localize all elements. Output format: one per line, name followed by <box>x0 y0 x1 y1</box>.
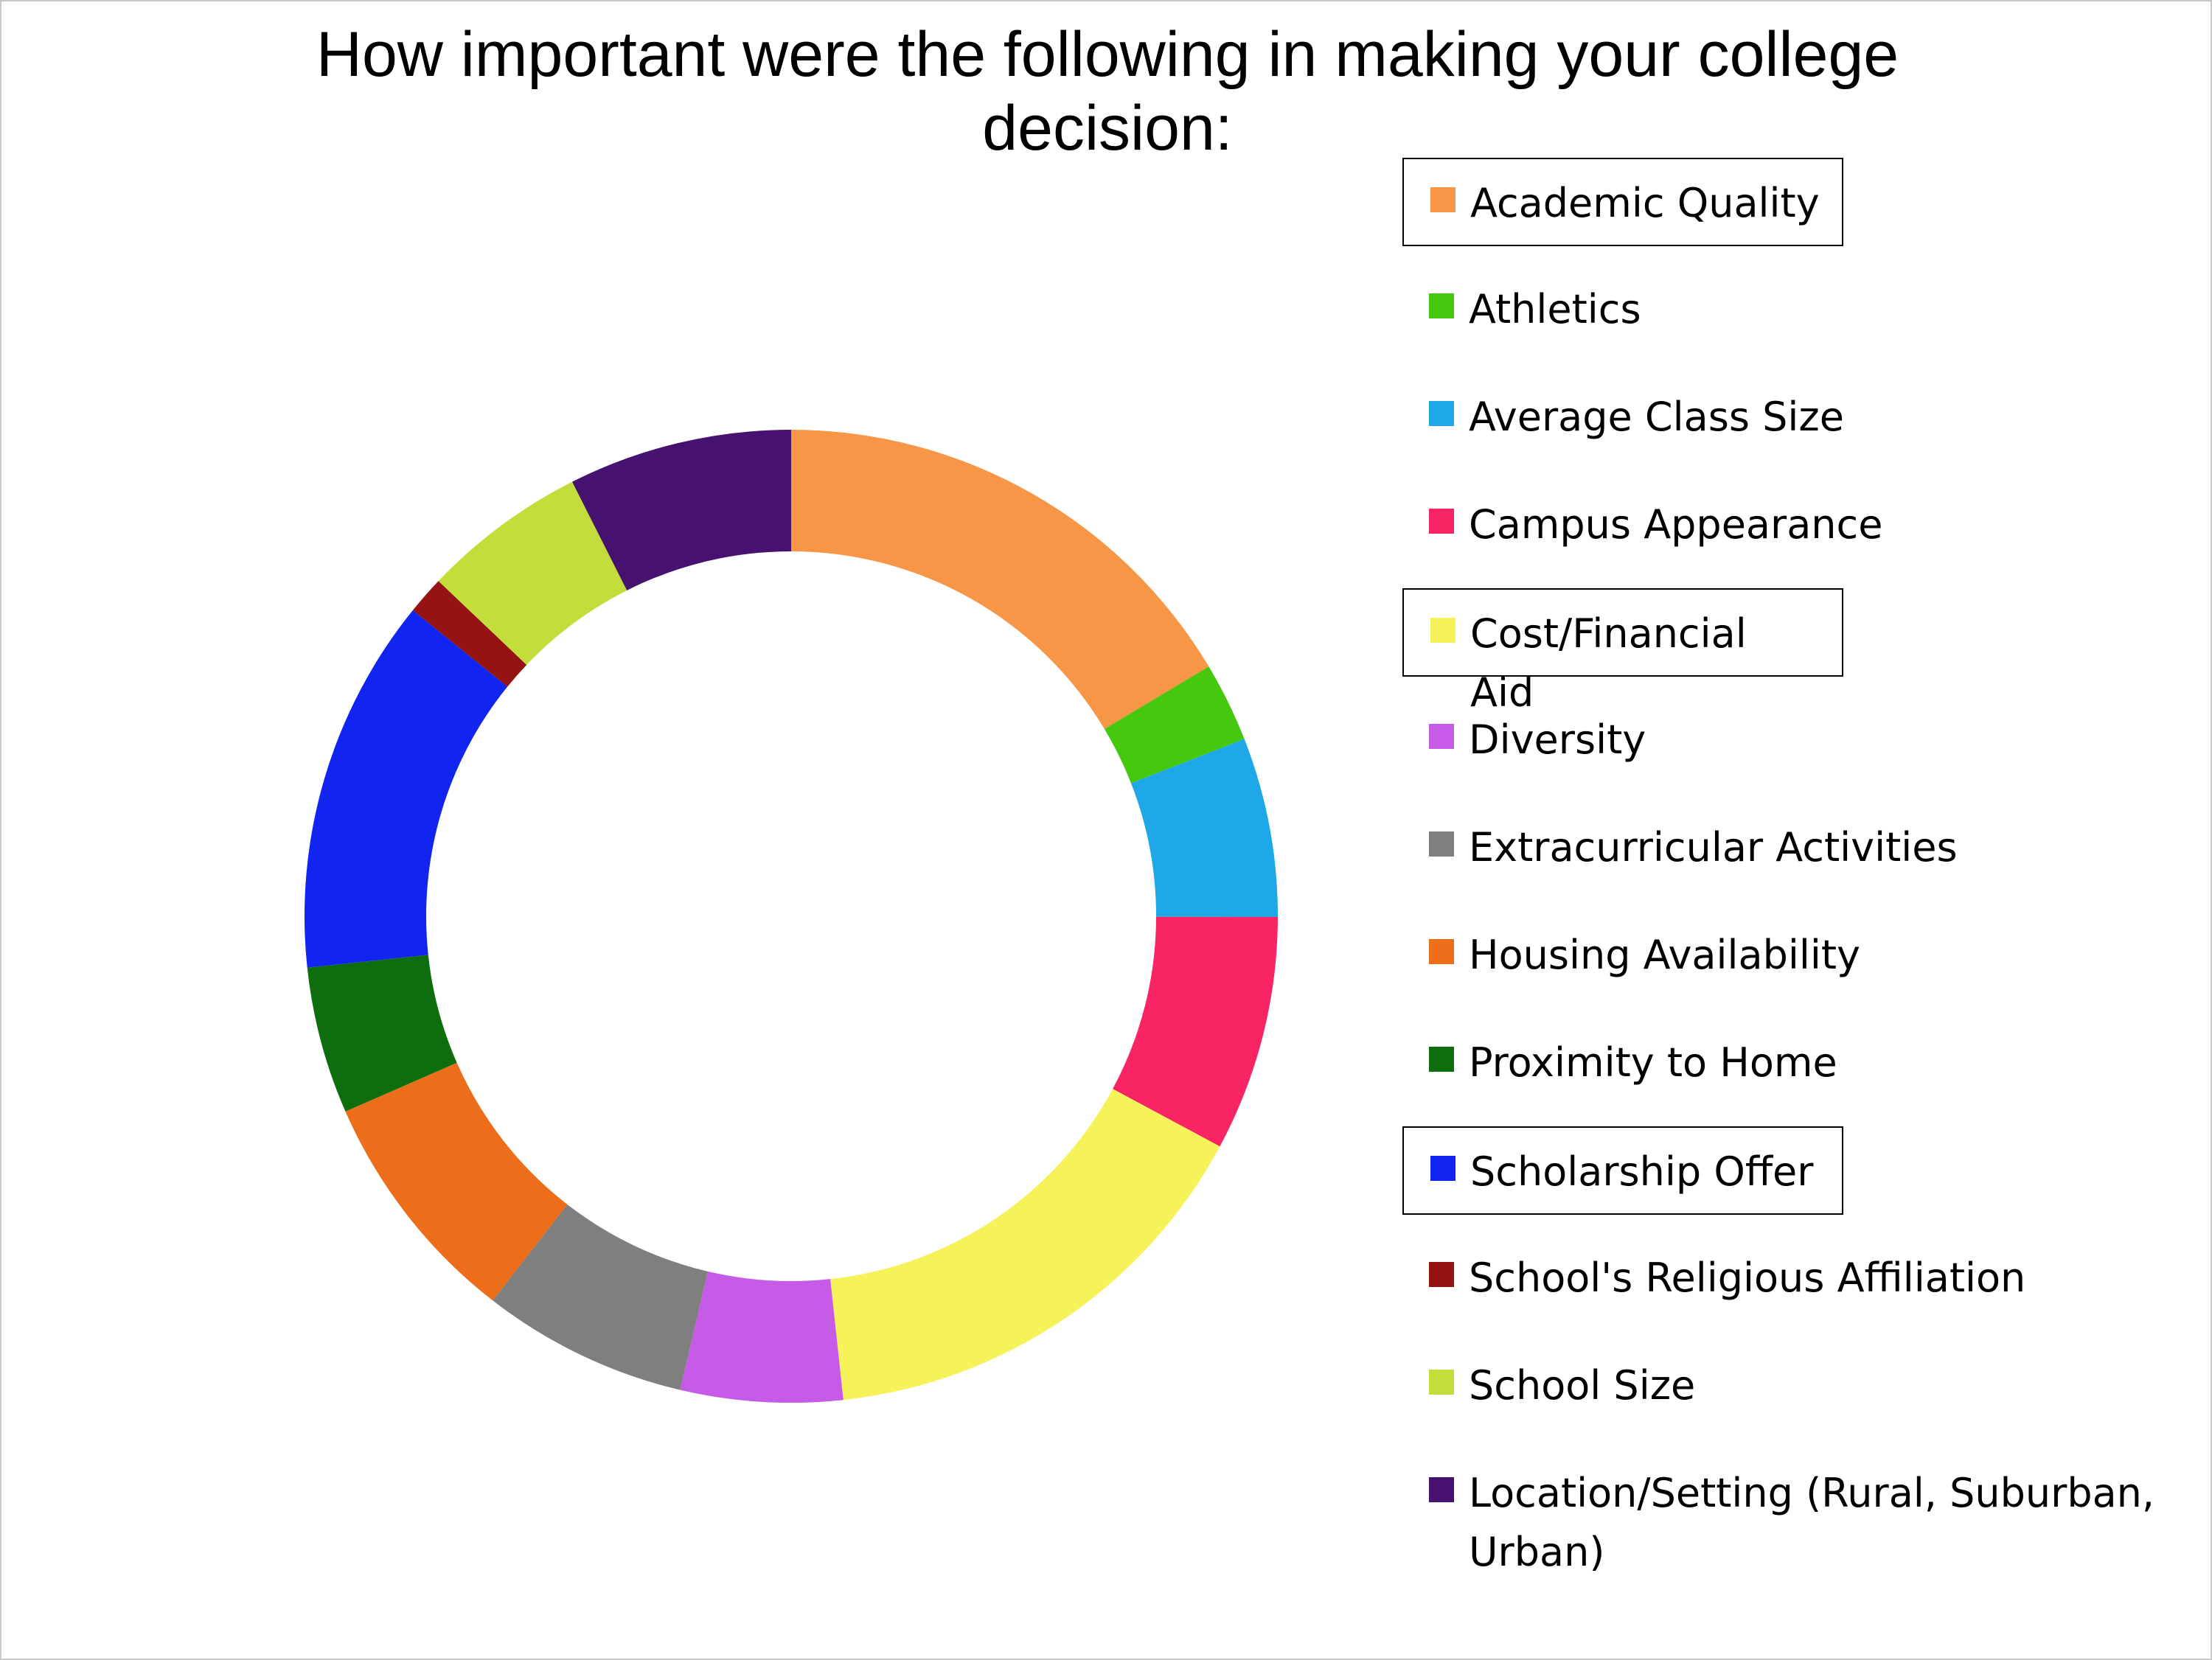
legend-swatch-academic-quality <box>1430 187 1455 212</box>
chart-title: How important were the following in maki… <box>112 18 2103 165</box>
legend-item-housing-availability: Housing Availability <box>1402 911 1882 985</box>
donut-slice-school-s-religious-affiliation <box>412 581 527 687</box>
legend-item-academic-quality: Academic Quality <box>1402 158 1843 246</box>
legend-swatch-school-size <box>1429 1370 1454 1395</box>
legend-swatch-housing-availability <box>1429 939 1454 964</box>
donut-slice-scholarship-offer <box>305 610 508 968</box>
legend-item-proximity-to-home: Proximity to Home <box>1402 1019 1860 1092</box>
legend-swatch-diversity <box>1429 724 1454 749</box>
donut-slice-average-class-size <box>1130 739 1278 918</box>
donut-slice-academic-quality <box>791 430 1209 729</box>
chart-title-line-1: How important were the following in maki… <box>316 19 1899 90</box>
donut-slice-housing-availability <box>345 1062 568 1301</box>
legend-label-average-class-size: Average Class Size <box>1469 394 1844 440</box>
legend-label-diversity: Diversity <box>1469 716 1646 763</box>
legend-swatch-proximity-to-home <box>1429 1047 1454 1072</box>
legend-label-school-size: School Size <box>1469 1362 1696 1409</box>
legend-label-proximity-to-home: Proximity to Home <box>1469 1039 1837 1086</box>
donut-slice-extracurricular-activities <box>493 1204 708 1390</box>
legend-swatch-school-s-religious-affiliation <box>1429 1262 1454 1287</box>
legend-label-cost-financial-aid: Cost/Financial Aid <box>1470 610 1747 716</box>
chart-title-line-2: decision: <box>982 93 1233 164</box>
donut-slice-campus-appearance <box>1113 916 1278 1147</box>
legend-label-location-setting-rural-suburban-urban: Location/Setting (Rural, Suburban, Urban… <box>1469 1470 2155 1575</box>
legend-swatch-average-class-size <box>1429 401 1454 426</box>
donut-slice-proximity-to-home <box>307 955 457 1112</box>
legend-item-school-s-religious-affiliation: School's Religious Affiliation <box>1402 1234 2048 1308</box>
donut-slice-diversity <box>680 1271 844 1403</box>
legend-swatch-extracurricular-activities <box>1429 831 1454 857</box>
legend-label-extracurricular-activities: Extracurricular Activities <box>1469 824 1958 871</box>
legend-label-campus-appearance: Campus Appearance <box>1469 501 1883 548</box>
legend-item-average-class-size: Average Class Size <box>1402 373 1866 447</box>
legend-label-scholarship-offer: Scholarship Offer <box>1470 1148 1814 1195</box>
legend-label-athletics: Athletics <box>1469 286 1641 332</box>
legend-swatch-campus-appearance <box>1429 509 1454 534</box>
donut-slice-athletics <box>1104 666 1245 784</box>
legend-swatch-cost-financial-aid <box>1430 618 1455 643</box>
legend-item-campus-appearance: Campus Appearance <box>1402 481 1905 554</box>
legend-item-extracurricular-activities: Extracurricular Activities <box>1402 803 1980 877</box>
legend-swatch-scholarship-offer <box>1430 1156 1455 1181</box>
legend-item-school-size: School Size <box>1402 1342 1717 1415</box>
legend-item-location-setting-rural-suburban-urban: Location/Setting (Rural, Suburban, Urban… <box>1402 1449 2199 1582</box>
donut-slice-cost-financial-aid <box>830 1089 1220 1401</box>
legend-label-housing-availability: Housing Availability <box>1469 932 1861 978</box>
legend-label-academic-quality: Academic Quality <box>1470 180 1820 226</box>
donut-slice-location-setting-rural-suburban-urban <box>571 430 791 590</box>
legend-swatch-athletics <box>1429 293 1454 318</box>
legend-item-scholarship-offer: Scholarship Offer <box>1402 1126 1843 1215</box>
legend-label-school-s-religious-affiliation: School's Religious Affiliation <box>1469 1255 2026 1301</box>
legend-item-diversity: Diversity <box>1402 696 1668 770</box>
legend-item-cost-financial-aid: Cost/Financial Aid <box>1402 588 1843 716</box>
donut-slice-school-size <box>438 481 627 665</box>
legend-item-athletics: Athletics <box>1402 265 1663 339</box>
legend-swatch-location-setting-rural-suburban-urban <box>1429 1477 1454 1502</box>
